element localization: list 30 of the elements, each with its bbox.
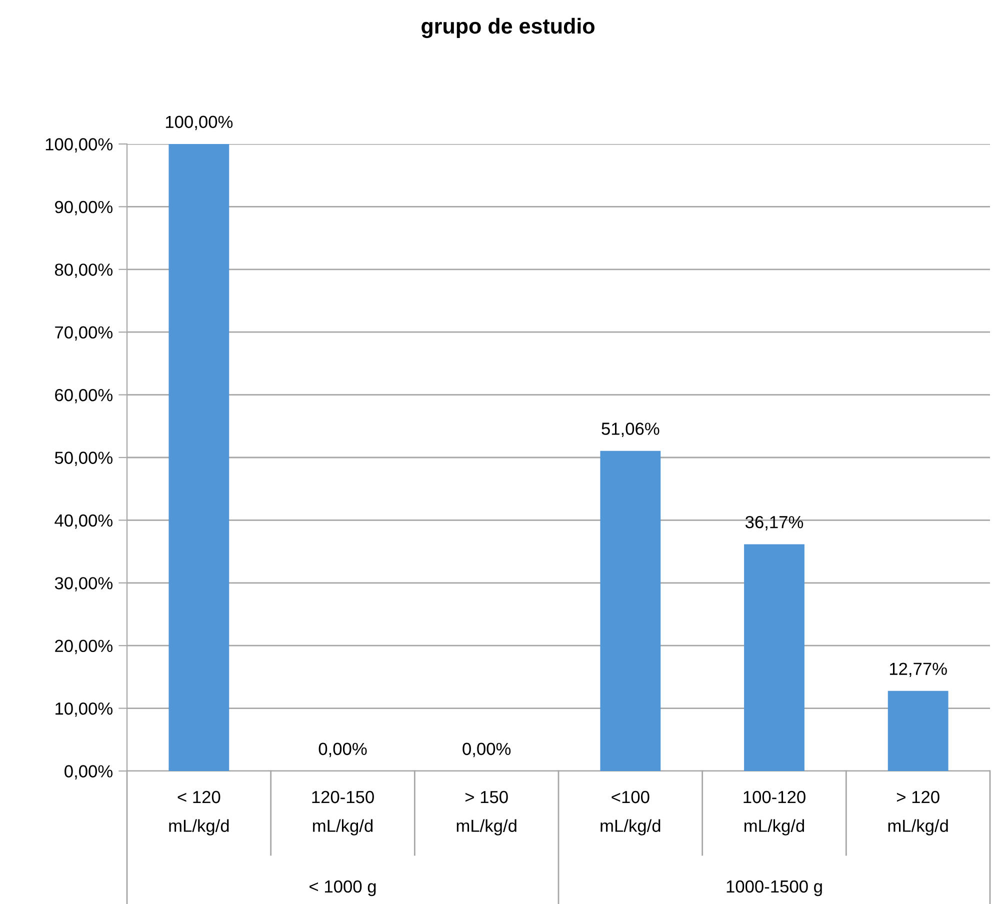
data-label: 0,00% bbox=[462, 742, 511, 758]
x-tick-label: 120-150 mL/kg/d bbox=[312, 790, 374, 836]
y-tick-label: 20,00% bbox=[55, 640, 112, 654]
data-label: 100,00% bbox=[166, 116, 233, 130]
text: < 1000 g bbox=[310, 880, 376, 896]
y-tick-label: 30,00% bbox=[54, 577, 112, 592]
bar bbox=[168, 144, 230, 771]
chart-title: grupo de estudio bbox=[422, 18, 594, 38]
y-tick-label: 10,00% bbox=[56, 702, 112, 717]
y-tick-label: 90,00% bbox=[55, 200, 112, 216]
y-tick-label: 0,00% bbox=[64, 765, 112, 780]
data-label: 0,00% bbox=[318, 742, 367, 758]
x-tick-label: > 120 mL/kg/d bbox=[888, 790, 948, 836]
data-label: 36,17% bbox=[745, 516, 804, 530]
y-tick-label: 40,00% bbox=[54, 514, 112, 529]
y-tick-label: 70,00% bbox=[55, 326, 112, 341]
bar bbox=[744, 544, 804, 771]
y-tick-label: 100,00% bbox=[46, 138, 112, 153]
y-tick-label: 60,00% bbox=[55, 388, 112, 404]
text: 1000-1500 g bbox=[726, 880, 822, 896]
x-tick-label: > 150 mL/kg/d bbox=[456, 790, 516, 836]
x-tick-label: 100-120 mL/kg/d bbox=[744, 790, 806, 836]
x-tick-label: < 120 mL/kg/d bbox=[169, 790, 229, 836]
bar bbox=[888, 690, 948, 771]
x-tick-label: <100 mL/kg/d bbox=[600, 790, 660, 836]
data-label: 51,06% bbox=[602, 422, 660, 437]
bar bbox=[600, 450, 661, 771]
y-tick-label: 50,00% bbox=[54, 452, 112, 466]
y-tick-label: 80,00% bbox=[54, 264, 112, 278]
data-label: 12,77% bbox=[890, 662, 947, 678]
